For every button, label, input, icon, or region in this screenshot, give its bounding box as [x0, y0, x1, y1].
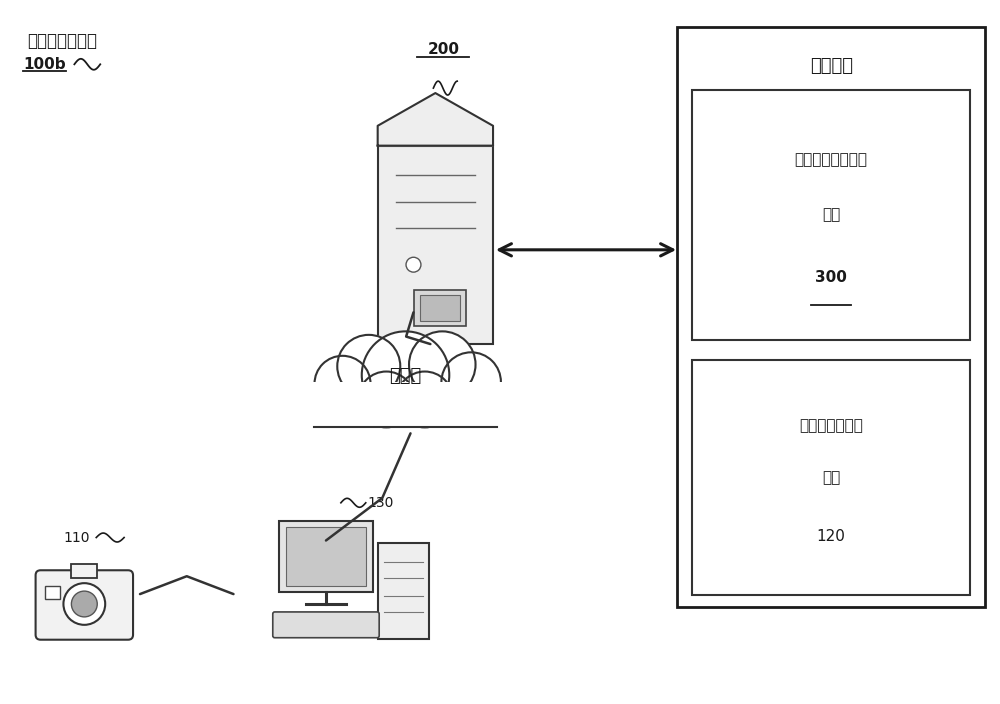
FancyBboxPatch shape	[279, 521, 373, 592]
Circle shape	[409, 332, 476, 398]
FancyBboxPatch shape	[45, 586, 60, 599]
Text: 视网膜图像预处理: 视网膜图像预处理	[795, 152, 868, 168]
Circle shape	[397, 372, 453, 427]
Text: 互联网: 互联网	[389, 367, 422, 385]
FancyBboxPatch shape	[36, 570, 133, 640]
Circle shape	[362, 332, 449, 419]
FancyBboxPatch shape	[273, 612, 379, 638]
Text: 120: 120	[817, 529, 846, 544]
Text: 装置: 装置	[822, 470, 840, 485]
FancyBboxPatch shape	[677, 27, 985, 607]
Text: 计算设备: 计算设备	[810, 57, 853, 75]
FancyBboxPatch shape	[692, 89, 970, 340]
FancyBboxPatch shape	[71, 565, 97, 578]
Text: 110: 110	[63, 531, 90, 544]
Text: 200: 200	[427, 42, 459, 57]
FancyBboxPatch shape	[378, 146, 493, 344]
Circle shape	[441, 352, 501, 412]
Polygon shape	[378, 93, 493, 146]
Circle shape	[71, 591, 97, 617]
Circle shape	[337, 335, 400, 398]
Circle shape	[358, 372, 414, 427]
Text: 200: 200	[812, 95, 850, 113]
Text: 图像预处理系统: 图像预处理系统	[28, 32, 98, 51]
FancyBboxPatch shape	[414, 291, 466, 326]
Circle shape	[406, 257, 421, 272]
FancyBboxPatch shape	[309, 382, 502, 427]
Circle shape	[63, 583, 105, 625]
FancyBboxPatch shape	[286, 527, 366, 586]
Text: 300: 300	[815, 270, 847, 285]
Text: 130: 130	[367, 496, 394, 510]
Text: 100b: 100b	[23, 57, 66, 72]
Text: 视网膜图像分析: 视网膜图像分析	[799, 419, 863, 434]
Text: 装置: 装置	[822, 207, 840, 222]
FancyBboxPatch shape	[420, 296, 460, 321]
Circle shape	[315, 356, 371, 412]
FancyBboxPatch shape	[692, 360, 970, 595]
FancyBboxPatch shape	[378, 543, 429, 639]
